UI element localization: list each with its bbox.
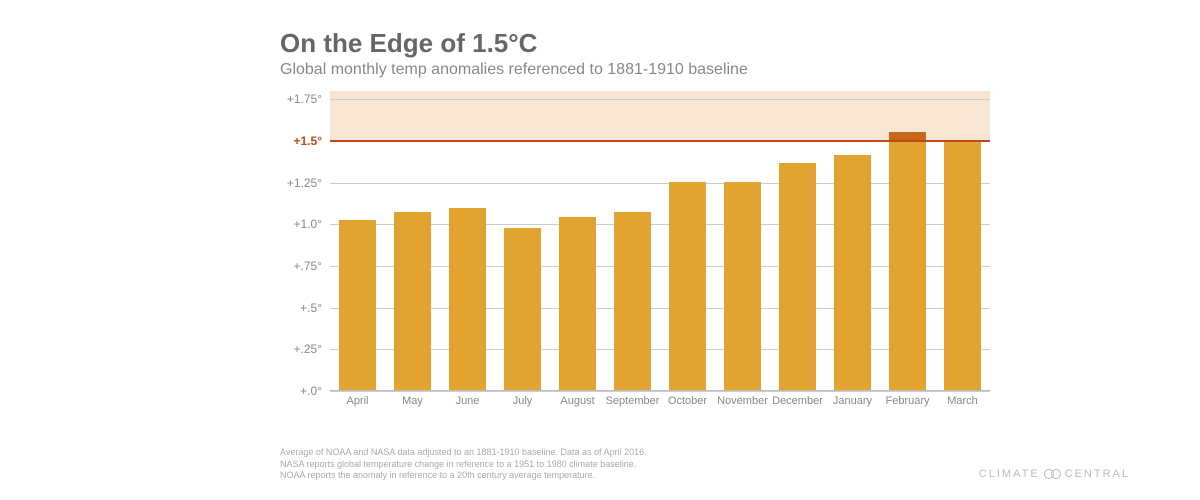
- x-tick-label: September: [605, 395, 660, 407]
- y-tick-label: +.25°: [294, 342, 331, 356]
- x-tick-label: February: [880, 395, 935, 407]
- gridline: [330, 391, 990, 392]
- y-tick-label: +.0°: [300, 384, 330, 398]
- footnotes: Average of NOAA and NASA data adjusted t…: [280, 447, 647, 482]
- bar-slot: [935, 91, 990, 390]
- bar-slot: [330, 91, 385, 390]
- chart-area: +.0°+.25°+.5°+.75°+1.0°+1.25°+1.5°+1.75°…: [330, 91, 990, 416]
- bar-slot: [440, 91, 495, 390]
- x-tick-label: January: [825, 395, 880, 407]
- x-axis-labels: AprilMayJuneJulyAugustSeptemberOctoberNo…: [330, 395, 990, 407]
- bar-slot: [385, 91, 440, 390]
- bar: [559, 217, 596, 390]
- bar-slot: [770, 91, 825, 390]
- bar-slot: [605, 91, 660, 390]
- bar-slot: [660, 91, 715, 390]
- x-tick-label: October: [660, 395, 715, 407]
- bar: [339, 220, 376, 390]
- bar: [394, 212, 431, 390]
- y-tick-label: +1.0°: [294, 217, 331, 231]
- y-tick-label: +1.25°: [287, 176, 330, 190]
- y-tick-label: +.5°: [300, 301, 330, 315]
- plot-region: +.0°+.25°+.5°+.75°+1.0°+1.25°+1.5°+1.75°: [330, 91, 990, 391]
- bar-slot: [825, 91, 880, 390]
- bar-slot: [715, 91, 770, 390]
- x-tick-label: May: [385, 395, 440, 407]
- bar: [944, 140, 981, 390]
- threshold-line: [330, 140, 990, 142]
- bar: [724, 182, 761, 390]
- bar: [614, 212, 651, 390]
- bar-slot: [550, 91, 605, 390]
- x-tick-label: December: [770, 395, 825, 407]
- x-tick-label: July: [495, 395, 550, 407]
- bar: [779, 163, 816, 390]
- bar: [889, 132, 926, 390]
- chart-container: On the Edge of 1.5°C Global monthly temp…: [0, 0, 1200, 500]
- bar-slot: [880, 91, 935, 390]
- y-tick-label: +1.5°: [294, 134, 331, 148]
- attribution-left: CLIMATE: [979, 468, 1040, 480]
- x-tick-label: June: [440, 395, 495, 407]
- y-tick-label: +1.75°: [287, 92, 330, 106]
- footnote-line: Average of NOAA and NASA data adjusted t…: [280, 447, 647, 459]
- bar-exceed-cap: [889, 132, 926, 140]
- footnote-line: NASA reports global temperature change i…: [280, 459, 647, 471]
- bars-group: [330, 91, 990, 390]
- x-tick-label: March: [935, 395, 990, 407]
- attribution-logo: CLIMATE CENTRAL: [979, 468, 1130, 480]
- bar: [669, 182, 706, 390]
- chart-title: On the Edge of 1.5°C: [280, 28, 1140, 59]
- footnote-line: NOAA reports the anomaly in reference to…: [280, 470, 647, 482]
- bar-slot: [495, 91, 550, 390]
- chart-subtitle: Global monthly temp anomalies referenced…: [280, 61, 1140, 79]
- y-tick-label: +.75°: [294, 259, 331, 273]
- attribution-glyph-icon: [1044, 469, 1061, 479]
- x-tick-label: August: [550, 395, 605, 407]
- bar: [834, 155, 871, 390]
- x-tick-label: November: [715, 395, 770, 407]
- attribution-right: CENTRAL: [1065, 468, 1130, 480]
- bar: [449, 208, 486, 390]
- x-tick-label: April: [330, 395, 385, 407]
- bar: [504, 228, 541, 390]
